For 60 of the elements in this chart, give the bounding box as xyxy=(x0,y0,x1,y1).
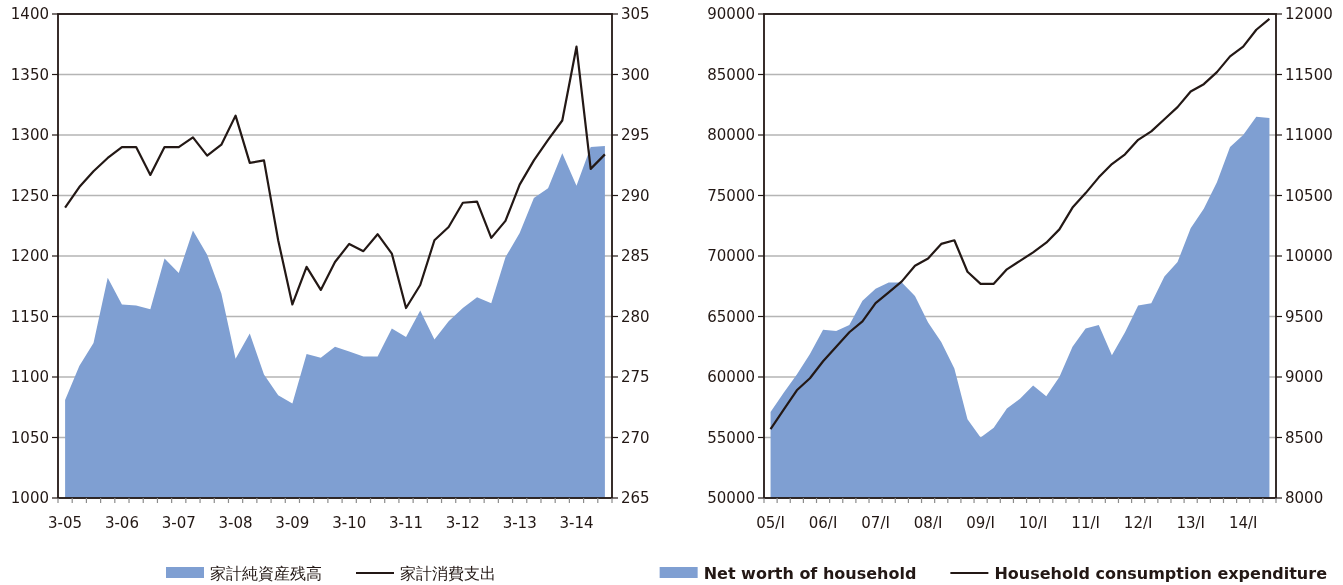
x-tick-label: 3-06 xyxy=(104,514,139,532)
y-tick-label: 1400 xyxy=(10,5,49,23)
x-tick-label: 3-12 xyxy=(445,514,480,532)
y-tick-label: 60000 xyxy=(707,368,755,386)
x-tick-label: 3-11 xyxy=(389,514,424,532)
y2-tick-label: 11500 xyxy=(1285,65,1333,84)
legend-label: Net worth of household xyxy=(703,564,917,583)
x-tick-label: 11/I xyxy=(1071,514,1100,532)
x-tick-label: 06/I xyxy=(808,514,838,532)
y-tick-label: 75000 xyxy=(707,186,755,205)
y-tick-label: 1300 xyxy=(10,126,49,144)
x-tick-label: 14/I xyxy=(1228,514,1258,532)
y2-tick-label: 11000 xyxy=(1285,126,1333,144)
x-tick-label: 08/I xyxy=(913,514,943,532)
x-tick-label: 3-14 xyxy=(559,514,594,532)
y2-tick-label: 275 xyxy=(621,368,650,386)
y-tick-label: 1100 xyxy=(10,368,49,386)
y-tick-label: 1150 xyxy=(10,307,49,326)
x-tick-label: 3-08 xyxy=(218,514,253,532)
x-tick-label: 12/I xyxy=(1123,514,1153,532)
y-tick-label: 1350 xyxy=(10,65,49,84)
y2-tick-label: 12000 xyxy=(1285,5,1333,23)
x-tick-label: 3-10 xyxy=(332,514,367,532)
x-tick-label: 07/I xyxy=(861,514,890,532)
y2-tick-label: 8000 xyxy=(1285,489,1324,507)
y-tick-label: 50000 xyxy=(707,489,755,507)
x-tick-label: 3-05 xyxy=(48,514,83,532)
y2-tick-label: 290 xyxy=(621,186,650,205)
y2-tick-label: 8500 xyxy=(1285,428,1324,447)
y-tick-label: 70000 xyxy=(707,247,755,265)
y2-tick-label: 280 xyxy=(621,307,650,326)
y2-tick-label: 270 xyxy=(621,428,650,447)
y2-tick-label: 295 xyxy=(621,126,650,144)
y2-tick-label: 10500 xyxy=(1285,186,1333,205)
y-tick-label: 80000 xyxy=(707,126,755,144)
legend-label: Household consumption expenditure xyxy=(994,564,1328,583)
y-tick-label: 65000 xyxy=(707,307,755,326)
y-tick-label: 1050 xyxy=(10,428,49,447)
y-tick-label: 1000 xyxy=(10,489,49,507)
legend-label: 家計消費支出 xyxy=(400,564,496,583)
y2-tick-label: 9000 xyxy=(1285,368,1324,386)
y2-tick-label: 9500 xyxy=(1285,307,1324,326)
y-tick-label: 1200 xyxy=(10,247,49,265)
y-tick-label: 85000 xyxy=(707,65,755,84)
y2-tick-label: 285 xyxy=(621,247,650,265)
y2-tick-label: 305 xyxy=(621,5,650,23)
legend-label: 家計純資産残高 xyxy=(210,564,322,583)
y-tick-label: 55000 xyxy=(707,428,755,447)
x-tick-label: 13/I xyxy=(1176,514,1205,532)
x-tick-label: 3-13 xyxy=(502,514,537,532)
y-tick-label: 1250 xyxy=(10,186,49,205)
x-tick-label: 3-07 xyxy=(161,514,196,532)
x-tick-label: 10/I xyxy=(1018,514,1048,532)
y2-tick-label: 10000 xyxy=(1285,247,1333,265)
x-tick-label: 05/I xyxy=(756,514,785,532)
y2-tick-label: 265 xyxy=(621,489,650,507)
y2-tick-label: 300 xyxy=(621,65,650,84)
y-tick-label: 90000 xyxy=(707,5,755,23)
x-tick-label: 09/I xyxy=(966,514,995,532)
x-tick-label: 3-09 xyxy=(275,514,310,532)
